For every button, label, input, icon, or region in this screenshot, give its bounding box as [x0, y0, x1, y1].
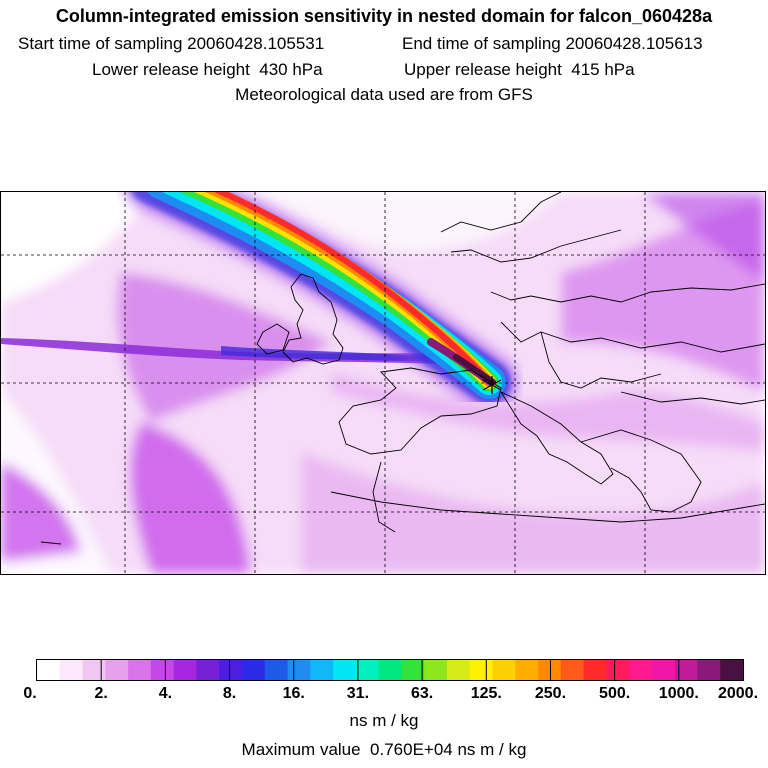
colorbar-swatch — [59, 660, 84, 680]
colorbar-swatch — [333, 660, 357, 680]
colorbar-swatch — [424, 660, 448, 680]
colorbar-swatch — [720, 660, 744, 680]
plume-band — [124, 192, 518, 411]
colorbar-swatch — [355, 660, 380, 680]
colorbar-tick-label: 250. — [534, 685, 567, 702]
colorbar-swatch — [446, 660, 471, 680]
maximum-value-label: Maximum value 0.760E+04 ns m / kg — [241, 740, 527, 759]
colorbar-swatch — [37, 660, 61, 680]
colorbar-tick-label: 4. — [158, 685, 173, 702]
colorbar-swatch — [105, 660, 129, 680]
colorbar-tick-label: 0. — [23, 685, 37, 702]
colorbar-swatch — [219, 660, 243, 680]
colorbar — [36, 659, 744, 681]
colorbar-swatch — [82, 660, 106, 680]
sensitivity-map — [0, 191, 766, 575]
colorbar-unit-label: ns m / kg — [349, 711, 419, 730]
graticule — [1, 192, 765, 574]
colorbar-swatch — [515, 660, 539, 680]
release-point-marker — [482, 376, 502, 394]
colorbar-tick-label: 63. — [410, 685, 434, 702]
colorbar-tick-label: 2. — [94, 685, 108, 702]
colorbar-tick-label: 500. — [599, 685, 631, 702]
start-time-label: Start time of sampling 20060428.105531 — [18, 34, 325, 53]
colorbar-swatch — [629, 660, 653, 680]
colorbar-tick-label: 125. — [470, 685, 502, 702]
colorbar-swatch — [401, 660, 425, 680]
colorbar-tick-label: 2000. — [717, 685, 759, 702]
colorbar-swatch — [378, 660, 402, 680]
met-data-label: Meteorological data used are from GFS — [235, 85, 533, 104]
colorbar-swatch — [697, 660, 721, 680]
coastlines — [40, 192, 765, 545]
colorbar-swatch — [469, 660, 494, 680]
end-time-label: End time of sampling 20060428.105613 — [402, 34, 703, 53]
colorbar-tick-label: 8. — [222, 685, 237, 702]
colorbar-swatch — [241, 660, 266, 680]
colorbar-swatch — [606, 660, 630, 680]
colorbar-swatch — [583, 660, 607, 680]
colorbar-tick-label: 31. — [346, 685, 370, 702]
colorbar-swatch — [173, 660, 198, 680]
colorbar-swatch — [310, 660, 334, 680]
colorbar-swatch — [674, 660, 699, 680]
colorbar-tick-label: 1000. — [658, 685, 699, 702]
colorbar-swatch — [196, 660, 220, 680]
colorbar-swatch — [538, 660, 562, 680]
colorbar-swatch — [560, 660, 585, 680]
colorbar-swatch — [264, 660, 289, 680]
colorbar-swatch — [287, 660, 311, 680]
upper-height-label: Upper release height 415 hPa — [404, 60, 635, 79]
colorbar-swatch — [150, 660, 175, 680]
plot-title: Column-integrated emission sensitivity i… — [55, 6, 713, 26]
colorbar-swatch — [492, 660, 516, 680]
lower-height-label: Lower release height 430 hPa — [92, 60, 323, 79]
colorbar-swatch — [128, 660, 152, 680]
colorbar-tick-label: 16. — [282, 685, 305, 702]
colorbar-swatch — [651, 660, 676, 680]
